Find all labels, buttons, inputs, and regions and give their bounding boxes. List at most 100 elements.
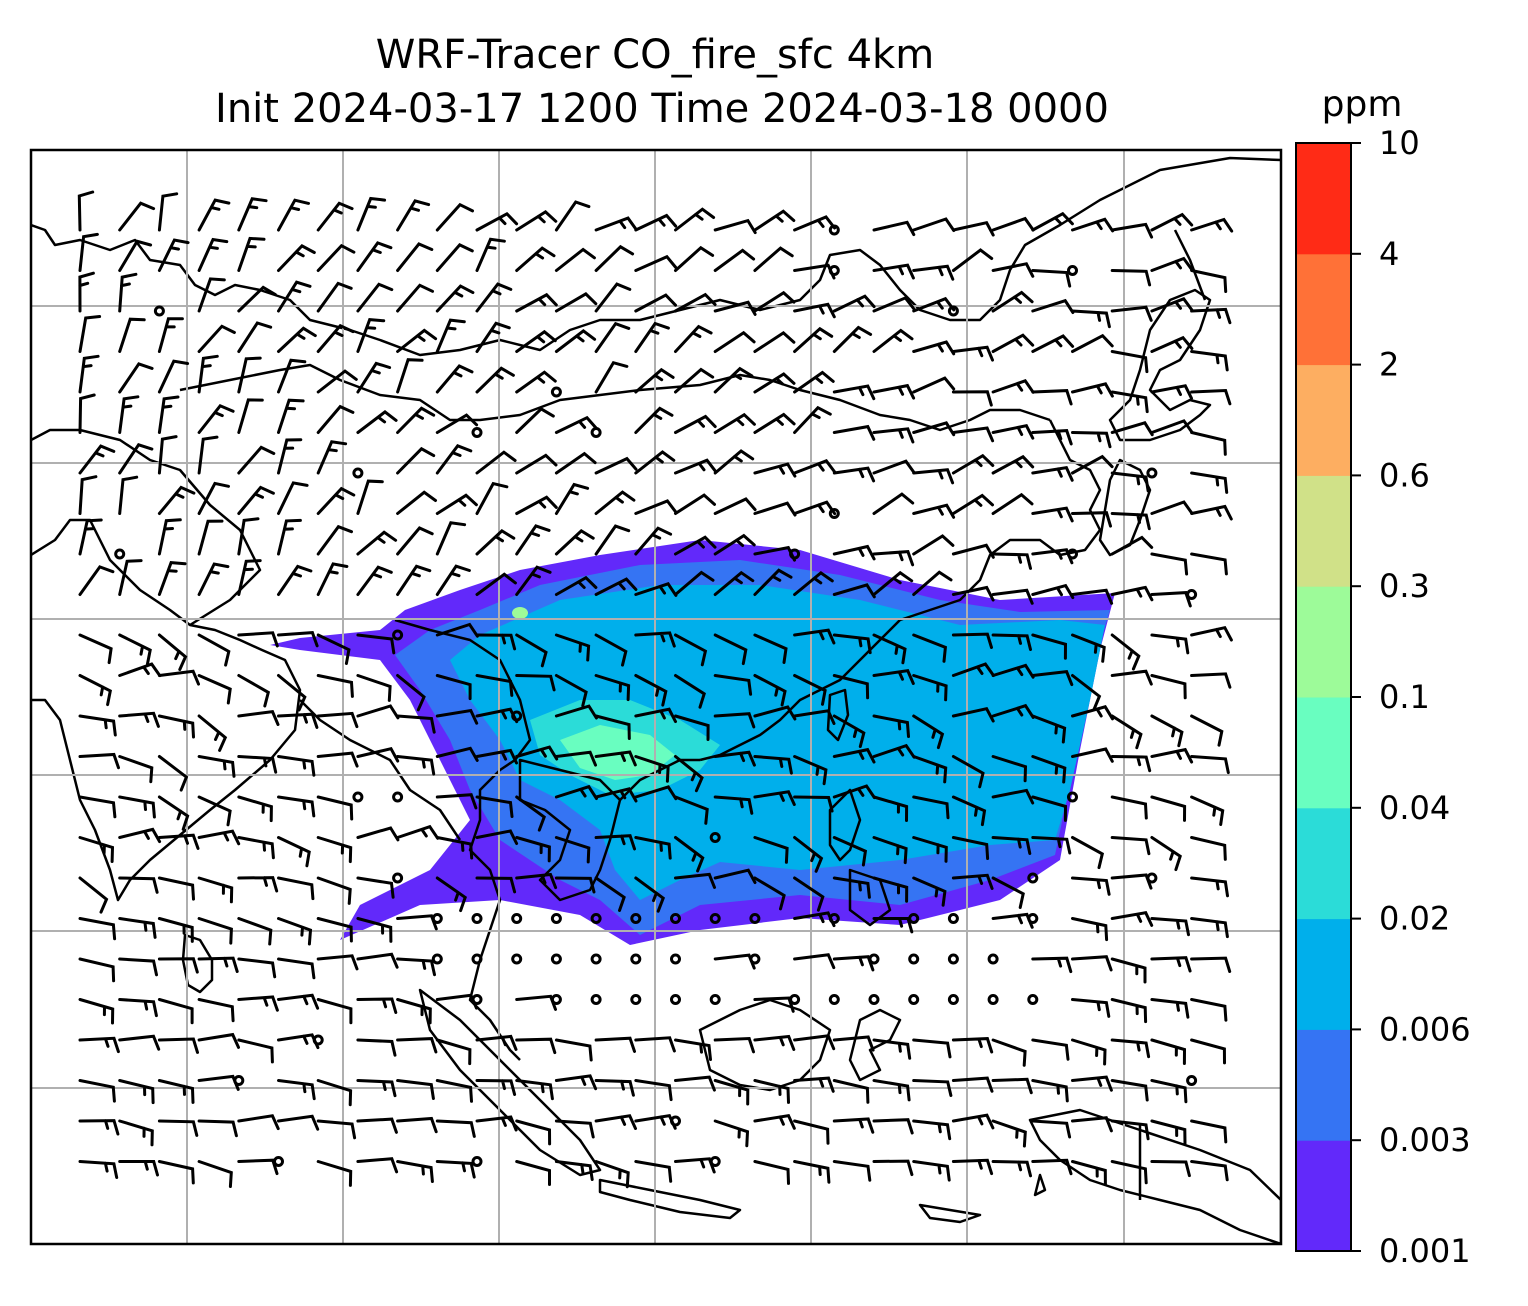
wind-calm-marker — [947, 994, 959, 1005]
wind-barb — [674, 324, 713, 353]
wind-barb — [157, 795, 190, 831]
wind-barb — [1110, 585, 1154, 602]
wind-barb — [912, 468, 955, 485]
wind-barb — [753, 331, 796, 353]
wind-barb — [475, 237, 506, 272]
wind-barb — [1071, 1116, 1113, 1133]
wind-barb — [435, 364, 474, 394]
wind-barb — [356, 479, 384, 515]
wind-barb — [1190, 1160, 1229, 1182]
wind-barb — [435, 493, 478, 515]
wind-barb — [674, 292, 717, 313]
wind-calm-marker — [590, 953, 602, 965]
wind-barb — [277, 795, 316, 818]
wind-barb — [1071, 917, 1109, 942]
wind-barb — [118, 998, 158, 1018]
wind-calm-marker — [550, 913, 562, 924]
wind-barb — [118, 559, 143, 596]
wind-barb — [157, 1119, 199, 1137]
wind-barb — [197, 795, 232, 827]
wind-calm-marker — [908, 953, 920, 965]
wind-barb — [951, 1076, 994, 1093]
wind-calm-marker — [550, 386, 562, 398]
wind-barb — [793, 876, 825, 912]
wind-barb — [674, 836, 705, 873]
wind-barb — [1150, 1079, 1188, 1104]
wind-barb — [1190, 998, 1228, 1022]
colorbar-segment — [1296, 807, 1351, 920]
wind-barb — [713, 330, 756, 353]
wind-barb — [951, 345, 994, 362]
wind-barb — [197, 435, 219, 475]
wind-barb — [753, 372, 796, 394]
wind-barb — [951, 632, 993, 649]
wind-barb — [594, 524, 631, 556]
wind-barb — [832, 955, 875, 972]
wind-barb — [435, 708, 479, 725]
wind-barb — [316, 836, 353, 864]
wind-barb — [515, 495, 558, 515]
wind-barb — [78, 232, 99, 272]
wind-barb — [713, 218, 757, 235]
wind-barb — [554, 633, 591, 662]
wind-barb — [515, 633, 548, 668]
wind-barb — [157, 998, 194, 1025]
wind-barb — [1150, 674, 1187, 700]
wind-barb — [78, 633, 113, 665]
wind-barb — [396, 1079, 435, 1100]
wind-barb — [475, 707, 519, 724]
wind-barb — [793, 302, 836, 319]
wind-barb — [991, 755, 1028, 783]
wind-barb — [118, 362, 154, 394]
wind-calm-marker — [352, 467, 364, 479]
wind-barb — [197, 562, 230, 596]
wind-barb — [515, 246, 556, 272]
wind-barb — [1031, 465, 1074, 482]
wind-barb — [475, 481, 509, 515]
wind-calm-marker — [392, 791, 404, 803]
wind-barb — [157, 395, 180, 434]
wind-barb — [634, 785, 678, 801]
wind-barbs — [77, 190, 1234, 1189]
wind-barb — [78, 1119, 120, 1136]
wind-barb — [1071, 1160, 1107, 1186]
wind-barb — [277, 398, 305, 434]
wind-calm-marker — [789, 548, 801, 560]
colorbar-segment — [1296, 253, 1351, 366]
wind-barb — [951, 873, 994, 890]
wind-barb — [832, 633, 872, 655]
wind-barb — [634, 755, 670, 783]
wind-barb — [435, 413, 479, 434]
wind-barb — [435, 746, 479, 762]
wind-barb — [277, 836, 311, 868]
wind-barb — [316, 562, 349, 596]
wind-barb — [594, 577, 638, 596]
wind-barb — [872, 328, 914, 353]
wind-calm-marker — [312, 1034, 324, 1046]
wind-barb — [1031, 211, 1074, 232]
wind-barb — [237, 755, 278, 774]
wind-calm-marker — [233, 1075, 245, 1086]
wind-barb — [912, 755, 948, 784]
wind-barb — [316, 751, 359, 768]
wind-barb — [118, 443, 154, 475]
wind-barb — [1150, 296, 1194, 313]
wind-barb — [118, 917, 157, 939]
wind-calm-marker — [590, 994, 602, 1005]
wind-barb — [396, 446, 436, 475]
wind-barb — [1150, 956, 1192, 973]
wind-calm-marker — [590, 913, 602, 924]
wind-barb — [77, 190, 95, 232]
wind-barb — [1071, 836, 1105, 870]
wind-barb — [674, 674, 706, 709]
wind-barb — [1190, 269, 1228, 293]
wind-barb — [475, 572, 517, 596]
wind-barb — [1110, 471, 1150, 493]
wind-barb — [1110, 873, 1153, 890]
wind-barb — [594, 876, 626, 912]
wind-barb — [157, 755, 189, 792]
wind-barb — [197, 829, 241, 846]
wind-barb — [197, 237, 229, 272]
wind-barb — [713, 412, 756, 434]
colorbar-tick-label: 10 — [1379, 124, 1420, 162]
